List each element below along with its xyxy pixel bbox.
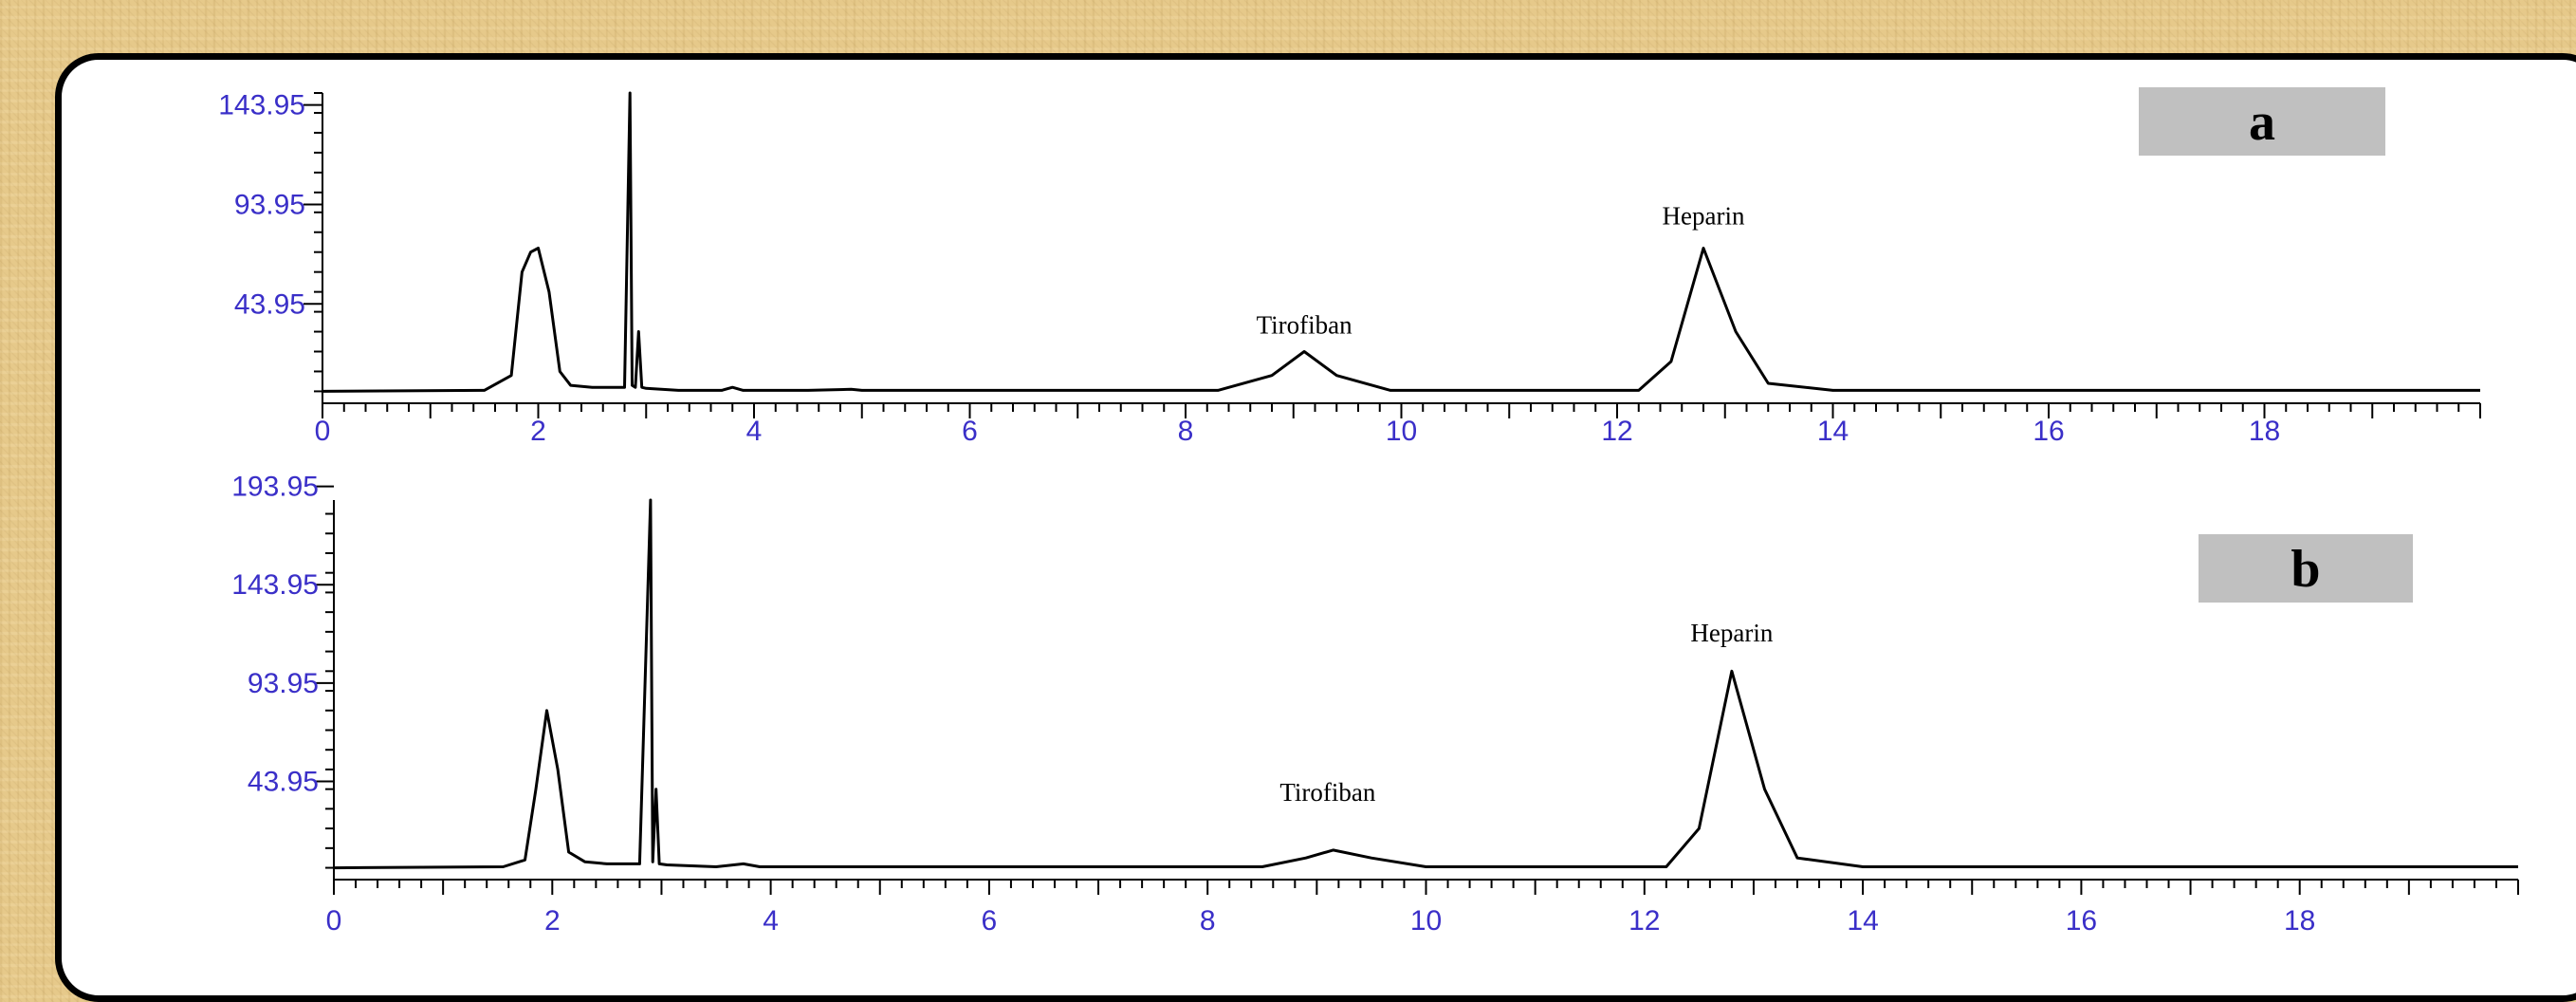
x-tick-label: 2: [544, 905, 561, 937]
x-tick-label: 18: [2249, 416, 2280, 447]
y-tick-label: 143.95: [231, 569, 319, 601]
x-tick-label: 18: [2284, 905, 2315, 937]
x-tick-label: 0: [315, 416, 331, 447]
x-tick-label: 10: [1410, 905, 1442, 937]
x-tick-label: 0: [326, 905, 342, 937]
x-tick-label: 14: [1817, 416, 1849, 447]
x-tick-label: 16: [2033, 416, 2064, 447]
y-tick-label: 43.95: [234, 288, 305, 320]
x-tick-label: 6: [982, 905, 998, 937]
x-tick-label: 14: [1847, 905, 1878, 937]
x-tick-label: 6: [962, 416, 978, 447]
x-tick-label: 8: [1200, 905, 1216, 937]
y-tick-label: 93.95: [234, 189, 305, 220]
chromatogram-a: 0 2 4 6 8 10 12 14 16 18 143.95 93.95 43.95 Tirofiban…: [218, 87, 2481, 447]
x-tick-label: 2: [530, 416, 546, 447]
y-tick-label: 93.95: [248, 668, 319, 699]
chromatogram-figure: 0 2 4 6 8 10 12 14 16 18 143.95 93.95 43.95 Tirofiban…: [218, 87, 2519, 937]
x-tick-label: 12: [1601, 416, 1632, 447]
signal-trace: [333, 498, 2518, 870]
panel-badge-label: b: [2291, 540, 2320, 599]
chromatogram-b: 0 2 4 6 8 10 12 14 16 18 193.95 143.95 93.95 43.95 Tir…: [231, 472, 2519, 937]
peak-label-tirofiban: Tirofiban: [1279, 778, 1376, 807]
peak-label-tirofiban: Tirofiban: [1257, 311, 1353, 340]
signal-trace: [322, 91, 2480, 393]
chart-panel: [55, 53, 2576, 1002]
y-tick-label: 43.95: [248, 766, 319, 797]
panel-badge-label: a: [2249, 93, 2275, 152]
panel-badge: [2139, 87, 2385, 156]
x-tick-label: 16: [2066, 905, 2097, 937]
y-tick-label: 193.95: [231, 472, 319, 503]
panel-badge: [2199, 534, 2413, 603]
x-tick-label: 10: [1386, 416, 1417, 447]
peak-label-heparin: Heparin: [1690, 619, 1773, 647]
x-tick-label: 12: [1628, 905, 1660, 937]
x-tick-label: 4: [763, 905, 779, 937]
y-tick-label: 143.95: [218, 90, 305, 121]
x-tick-label: 8: [1178, 416, 1194, 447]
x-tick-label: 4: [746, 416, 763, 447]
peak-label-heparin: Heparin: [1663, 201, 1745, 230]
